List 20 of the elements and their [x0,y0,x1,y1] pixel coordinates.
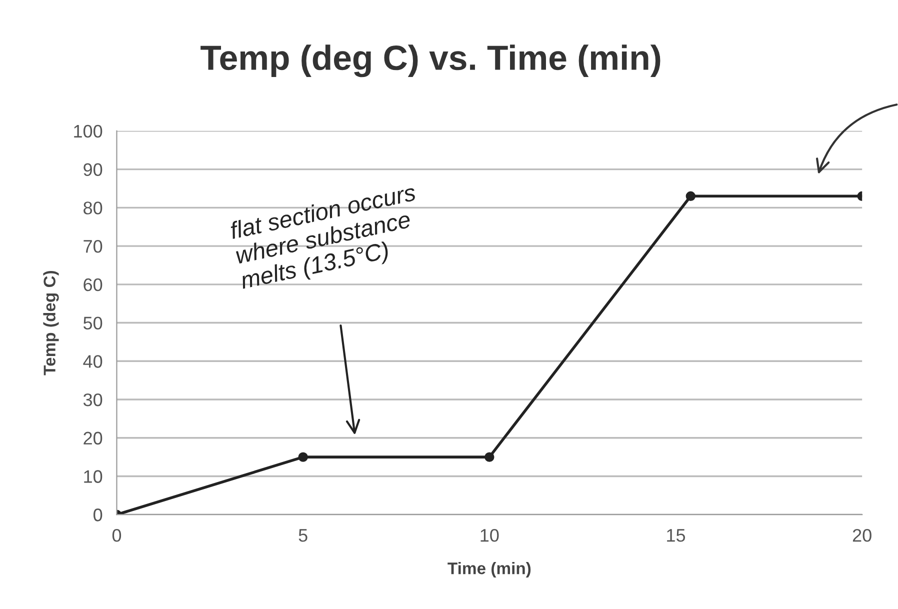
y-tick-label: 50 [83,316,102,330]
x-tick-label: 0 [112,528,122,542]
y-tick-label: 70 [84,240,102,253]
y-tick-label: 80 [84,202,102,214]
y-tick-label: 60 [84,278,102,292]
y-tick-label: 30 [83,393,102,406]
y-tick-label: 100 [74,124,102,138]
x-tick-label: 20 [852,528,872,542]
y-tick-label: 20 [84,432,102,445]
y-tick-label: 10 [84,470,102,483]
y-axis-title: Temp (deg C) [43,270,59,376]
y-tick-label: 0 [94,508,102,522]
annotation: flat section occurs where substance melts (13.5°C) [229,183,417,294]
x-axis-title: Time (min) [448,562,531,578]
chart-title: Temp (deg C) vs. Time (min) [200,44,660,78]
y-tick-label: 90 [84,163,102,176]
y-tick-label: 40 [83,355,102,368]
x-tick-label: 15 [667,529,686,542]
x-tick-label: 5 [298,529,308,542]
x-tick-label: 10 [480,528,499,542]
